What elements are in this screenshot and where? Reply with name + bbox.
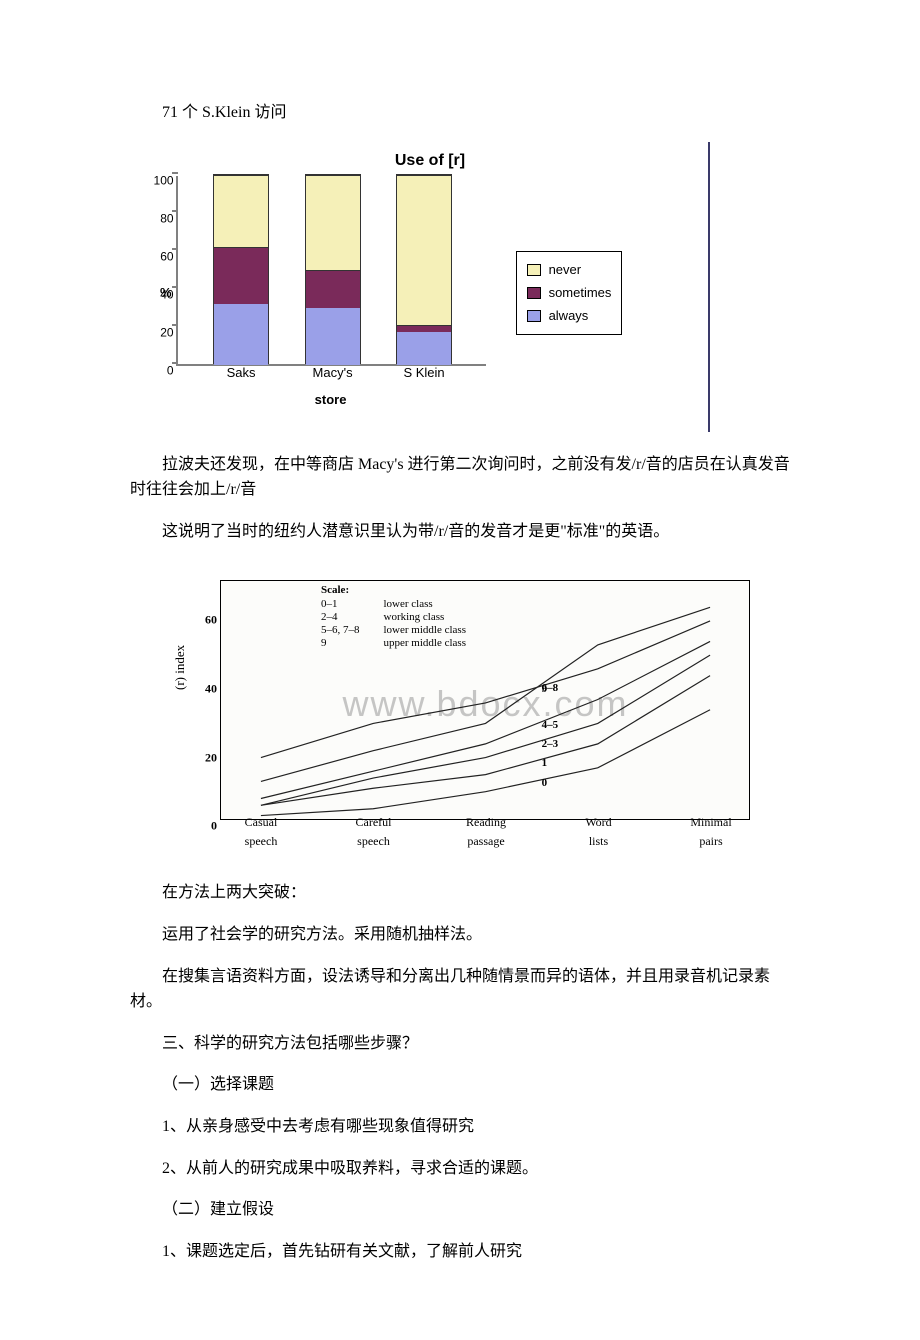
legend-label: never [549, 260, 582, 281]
chart1-ytick: 100 [142, 171, 174, 190]
chart2-ytick: 0 [193, 817, 217, 836]
legend-swatch [527, 264, 541, 276]
paragraph-9: 2、从前人的研究成果中吸取养料，寻求合适的课题。 [130, 1156, 790, 1182]
paragraph-2: 这说明了当时的纽约人潜意识里认为带/r/音的发音才是更"标准"的英语。 [130, 519, 790, 545]
chart1-category-label: S Klein [384, 363, 464, 384]
chart1-ytick: 40 [142, 285, 174, 304]
chart1-legend-item: sometimes [527, 283, 612, 304]
chart2-plot: www.bdocx.com 0204060CasualspeechCareful… [220, 580, 750, 820]
chart2-scale-legend: Scale:0–12–45–6, 7–89 lower classworking… [321, 584, 466, 650]
paragraph-11: 1、课题选定后，首先钻研有关文献，了解前人研究 [130, 1239, 790, 1265]
paragraph-3: 在方法上两大突破： [130, 880, 790, 906]
text-line-1: 71 个 S.Klein 访问 [130, 100, 790, 126]
chart1-bar [396, 174, 452, 364]
chart2-ytick: 60 [193, 611, 217, 630]
paragraph-7: （一）选择课题 [130, 1072, 790, 1098]
paragraph-10: （二）建立假设 [130, 1197, 790, 1223]
chart2-ylabel: (r) index [170, 645, 191, 690]
chart2-category-label: Wordlists [554, 813, 644, 851]
chart1-legend-item: never [527, 260, 612, 281]
chart2-ytick: 40 [193, 680, 217, 699]
chart2-series-label: 4–5 [542, 717, 559, 735]
chart2-category-label: Casualspeech [216, 813, 306, 851]
chart1-ytick: 0 [142, 361, 174, 380]
chart2-series-label: 2–3 [542, 736, 559, 754]
chart1-category-label: Macy's [293, 363, 373, 384]
paragraph-8: 1、从亲身感受中去考虑有哪些现象值得研究 [130, 1114, 790, 1140]
legend-label: always [549, 306, 589, 327]
chart1-category-label: Saks [201, 363, 281, 384]
chart1-plot: 020406080100SaksMacy'sS Klein [176, 176, 486, 366]
paragraph-4: 运用了社会学的研究方法。采用随机抽样法。 [130, 922, 790, 948]
paragraph-5: 在搜集言语资料方面，设法诱导和分离出几种随情景而异的语体，并且用录音机记录素材。 [130, 964, 790, 1015]
chart1-legend-item: always [527, 306, 612, 327]
legend-swatch [527, 310, 541, 322]
legend-swatch [527, 287, 541, 299]
chart1-ytick: 80 [142, 209, 174, 228]
chart2-series-label: 9 [542, 681, 548, 699]
chart2-category-label: Minimalpairs [666, 813, 756, 851]
chart1-ytick: 20 [142, 323, 174, 342]
chart-use-of-r: Use of [r] % 020406080100SaksMacy'sS Kle… [150, 142, 710, 432]
paragraph-6: 三、科学的研究方法包括哪些步骤？ [130, 1031, 790, 1057]
chart2-series-line [261, 676, 710, 806]
legend-label: sometimes [549, 283, 612, 304]
chart1-legend: neversometimesalways [516, 251, 623, 335]
chart2-category-label: Readingpassage [441, 813, 531, 851]
chart2-ytick: 20 [193, 748, 217, 767]
chart2-series-label: 0 [542, 775, 548, 793]
chart2-series-line [261, 655, 710, 805]
chart1-ytick: 60 [142, 247, 174, 266]
chart1-bar [305, 174, 361, 364]
chart2-series-label: 1 [542, 755, 548, 773]
chart1-xlabel: store [176, 390, 486, 411]
chart-r-index: (r) index www.bdocx.com 0204060Casualspe… [150, 560, 770, 860]
paragraph-1: 拉波夫还发现，在中等商店 Macy's 进行第二次询问时，之前没有发/r/音的店… [130, 452, 790, 503]
chart1-bar [213, 174, 269, 364]
chart1-title: Use of [r] [150, 142, 710, 174]
chart2-category-label: Carefulspeech [329, 813, 419, 851]
